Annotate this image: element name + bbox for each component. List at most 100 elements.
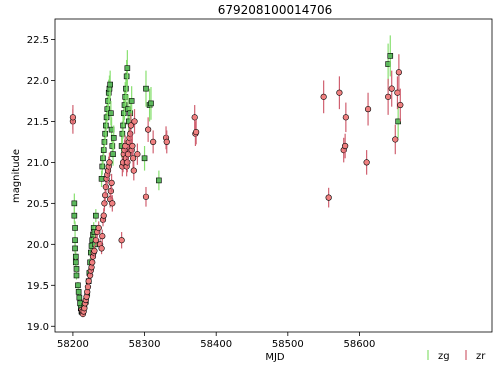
legend: zg zr	[427, 350, 486, 362]
legend-label-zg: zg	[438, 351, 450, 362]
data-point	[75, 289, 82, 295]
data-point	[73, 272, 80, 279]
data-point	[363, 159, 370, 166]
data-point	[110, 135, 117, 141]
data-point	[148, 100, 154, 107]
y-axis-label: magnitude	[11, 149, 22, 203]
data-point	[85, 278, 92, 285]
data-point	[131, 118, 138, 125]
y-tick-label: 21.5	[27, 117, 49, 128]
x-axis: 58200 58300 58400 58500 58600	[57, 332, 375, 350]
data-point	[118, 237, 125, 244]
data-point	[336, 89, 343, 96]
data-point	[101, 139, 108, 145]
x-tick-label: 58300	[129, 339, 161, 350]
data-point	[127, 122, 135, 129]
y-axis: 19.0 19.5 20.0 20.5 21.0 21.5 22.0 22.5	[27, 35, 55, 333]
data-point	[108, 110, 114, 117]
y-tick-label: 20.5	[27, 199, 49, 210]
data-point	[121, 102, 128, 108]
data-point	[71, 212, 78, 219]
data-point	[394, 89, 401, 96]
data-point	[193, 128, 200, 136]
data-point	[134, 151, 141, 158]
data-point	[107, 187, 114, 195]
data-point	[385, 93, 392, 100]
data-point	[103, 114, 110, 121]
x-tick-label: 58600	[344, 339, 376, 350]
y-tick-label: 19.0	[27, 322, 49, 333]
data-point	[342, 114, 349, 121]
data-point	[163, 138, 170, 146]
data-point	[141, 155, 148, 162]
data-point	[120, 122, 126, 129]
data-point	[108, 179, 115, 186]
data-point	[69, 114, 77, 121]
data-point	[123, 73, 130, 80]
data-point	[388, 85, 395, 92]
data-point	[392, 136, 399, 143]
data-point	[129, 142, 136, 150]
data-point	[123, 85, 129, 92]
data-point	[106, 159, 113, 166]
data-point	[119, 130, 126, 137]
data-point	[89, 259, 96, 266]
data-point	[109, 143, 116, 149]
x-tick-label: 58400	[200, 339, 232, 350]
legend-label-zr: zr	[476, 351, 486, 362]
data-point	[100, 155, 106, 162]
data-point	[127, 110, 134, 117]
data-point	[122, 94, 129, 100]
data-point	[73, 266, 80, 272]
data-point	[98, 175, 105, 182]
data-point	[72, 237, 78, 244]
data-point	[127, 130, 134, 137]
data-point	[100, 147, 107, 153]
data-point	[104, 106, 111, 112]
data-point	[130, 167, 137, 174]
data-point	[102, 130, 108, 137]
plot-area	[69, 35, 404, 318]
data-point	[72, 225, 78, 231]
data-point	[72, 259, 79, 266]
data-point	[107, 81, 113, 88]
data-point	[103, 122, 109, 129]
data-point	[71, 200, 78, 207]
data-point	[128, 98, 135, 104]
data-point	[99, 163, 106, 170]
data-point	[124, 65, 131, 71]
x-tick-label: 58200	[57, 339, 89, 350]
data-point	[342, 142, 349, 150]
plot-frame	[54, 18, 493, 333]
x-axis-label: MJD	[265, 352, 285, 363]
data-point	[143, 85, 149, 92]
y-tick-label: 21.0	[27, 158, 49, 169]
data-point	[102, 192, 109, 199]
data-point	[156, 177, 162, 184]
data-point	[129, 155, 137, 162]
data-point	[395, 69, 402, 76]
data-point	[320, 93, 327, 100]
y-tick-label: 22.0	[27, 76, 49, 87]
data-point	[95, 224, 102, 232]
y-tick-label: 20.0	[27, 240, 49, 251]
data-point	[93, 212, 99, 219]
data-point	[76, 294, 83, 301]
data-point	[142, 193, 150, 200]
data-point	[101, 200, 108, 207]
data-point	[124, 151, 132, 158]
data-point	[100, 212, 107, 219]
data-point	[364, 106, 372, 113]
data-point	[102, 183, 109, 191]
series-zr	[69, 54, 404, 318]
series-zg	[71, 35, 401, 316]
y-tick-label: 22.5	[27, 35, 49, 46]
y-tick-label: 19.5	[27, 281, 49, 292]
data-point	[109, 200, 116, 207]
data-point	[84, 283, 92, 291]
data-point	[110, 151, 116, 157]
data-point	[120, 110, 127, 117]
data-point	[75, 282, 81, 289]
data-point	[397, 101, 404, 109]
